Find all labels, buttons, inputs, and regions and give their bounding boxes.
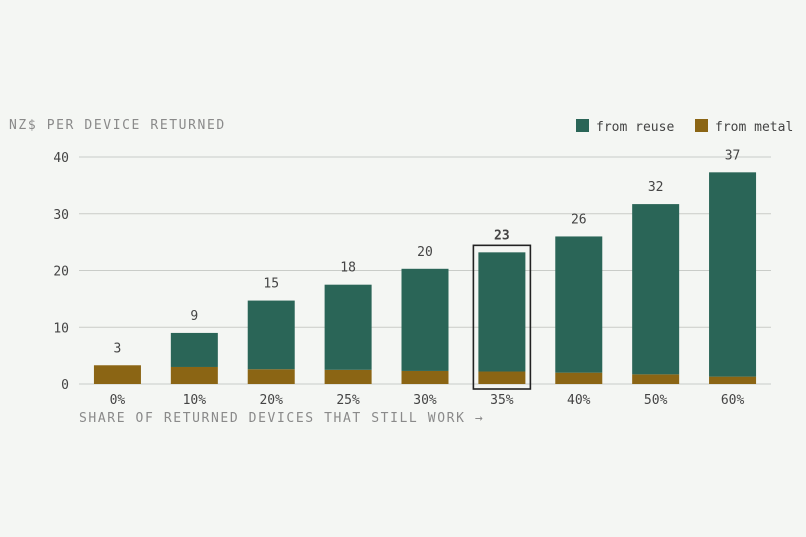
value-label: 18 (340, 261, 356, 276)
x-tick-label: 50% (644, 393, 668, 408)
y-tick-label: 20 (53, 265, 69, 280)
x-tick-label: 60% (721, 393, 745, 408)
value-label: 26 (571, 212, 587, 227)
y-tick-label: 40 (53, 151, 69, 166)
y-tick-label: 0 (61, 378, 69, 393)
legend: from reuse from metal (576, 119, 793, 135)
value-labels: 3 9 15 18 20 23 26 32 37 (114, 148, 741, 356)
legend-swatch (695, 119, 708, 132)
bar-segment-metal (93, 365, 141, 384)
x-tick-label: 35% (490, 393, 514, 408)
value-label: 32 (648, 180, 664, 195)
bars (93, 172, 757, 390)
value-label: 23 (494, 228, 510, 243)
value-label: 37 (725, 148, 741, 163)
highlight-box (472, 244, 532, 390)
bar-segment-reuse (555, 236, 603, 373)
bar-segment-metal (247, 369, 295, 384)
x-axis-ticks: 0% 10% 20% 25% 30% 35% 40% 50% 60% (110, 393, 745, 408)
value-label: 20 (417, 245, 433, 260)
x-tick-label: 0% (110, 393, 126, 408)
value-label: 9 (190, 309, 198, 324)
y-tick-label: 30 (53, 208, 69, 223)
legend-label: from reuse (596, 120, 674, 135)
bar-segment-metal (324, 369, 372, 384)
legend-label: from metal (715, 120, 793, 135)
x-tick-label: 20% (259, 393, 283, 408)
value-label: 3 (114, 341, 122, 356)
x-axis-title: SHARE OF RETURNED DEVICES THAT STILL WOR… (79, 411, 484, 426)
bar-segment-metal (709, 376, 757, 384)
bar-segment-metal (555, 372, 603, 384)
y-tick-label: 10 (53, 321, 69, 336)
bar-segment-reuse (401, 268, 449, 371)
bar-segment-reuse (170, 332, 218, 367)
bar-segment-reuse (247, 300, 295, 370)
bar-segment-reuse (632, 204, 680, 375)
x-tick-label: 30% (413, 393, 437, 408)
bar-segment-metal (632, 374, 680, 384)
y-axis-title: NZ$ PER DEVICE RETURNED (9, 118, 226, 133)
bar-segment-metal (401, 370, 449, 384)
x-tick-label: 40% (567, 393, 591, 408)
legend-swatch (576, 119, 589, 132)
bar-segment-metal (170, 366, 218, 384)
x-tick-label: 25% (336, 393, 360, 408)
y-axis-ticks: 0 10 20 30 40 (53, 151, 69, 393)
x-tick-label: 10% (183, 393, 207, 408)
value-label: 15 (263, 277, 279, 292)
bar-segment-reuse (709, 172, 757, 377)
bar-segment-reuse (478, 252, 526, 372)
bar-segment-metal (478, 371, 526, 384)
bar-segment-reuse (324, 284, 372, 370)
